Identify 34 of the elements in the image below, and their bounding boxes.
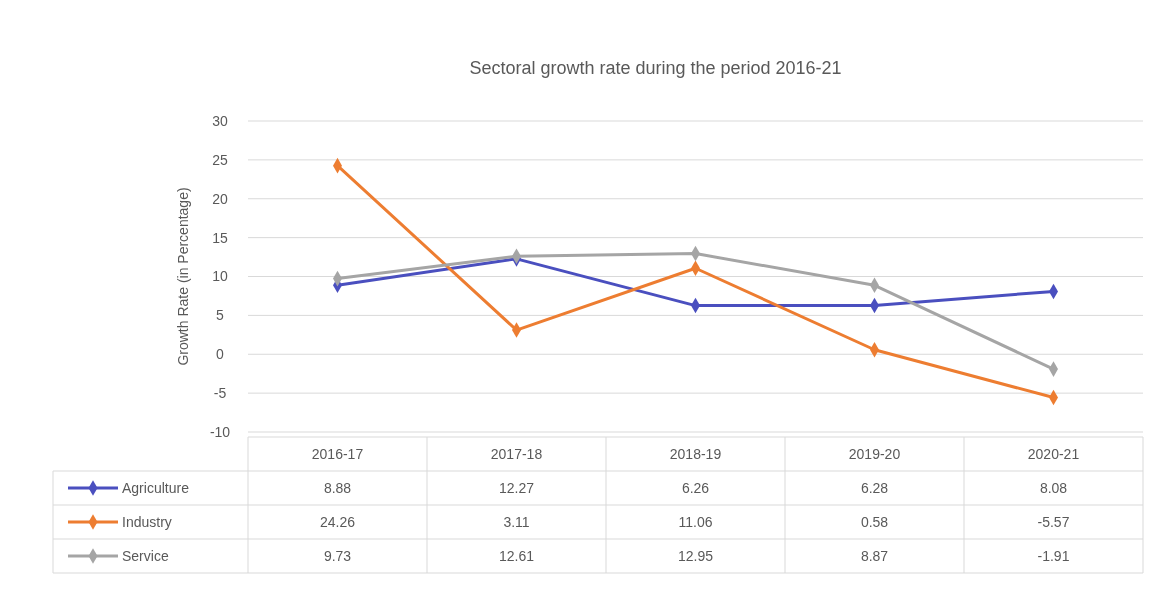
data-label: 3.11: [503, 513, 530, 530]
data-label: 8.08: [1039, 479, 1068, 496]
data-label: 6.28: [860, 479, 889, 496]
data-label: 8.88: [323, 479, 352, 496]
data-label: -1.91: [1037, 547, 1070, 564]
chart-title: Sectoral growth rate during the period 2016-21: [469, 58, 842, 78]
legend-label: Agriculture: [122, 479, 190, 496]
y-tick-label: 5: [216, 307, 225, 324]
y-axis-title: Growth Rate (in Percentage): [175, 187, 191, 366]
x-tick-label: 2017-18: [490, 445, 543, 462]
legend-label: Service: [122, 547, 169, 564]
data-label: 8.87: [860, 547, 889, 564]
x-tick-label: 2016-17: [311, 445, 364, 462]
data-label: 6.26: [681, 479, 710, 496]
y-tick-label: 0: [216, 346, 225, 363]
data-label: 12.95: [677, 547, 714, 564]
legend-label: Industry: [122, 513, 172, 530]
x-tick-label: 2020-21: [1027, 445, 1080, 462]
data-label: 24.26: [319, 513, 356, 530]
data-label: 0.58: [860, 513, 889, 530]
data-label: 12.61: [498, 547, 535, 564]
y-tick-label: 25: [212, 151, 228, 168]
y-tick-label: 10: [212, 268, 228, 285]
data-label: -5.57: [1037, 513, 1070, 530]
x-tick-label: 2019-20: [848, 445, 901, 462]
data-label: 11.06: [678, 513, 713, 530]
y-tick-label: 15: [212, 229, 228, 246]
x-tick-label: 2018-19: [669, 445, 722, 462]
y-tick-label: -5: [213, 385, 227, 402]
y-tick-label: 30: [212, 112, 228, 129]
y-tick-label: 20: [212, 190, 228, 207]
y-tick-label: -10: [209, 423, 231, 440]
data-label: 12.27: [498, 479, 535, 496]
data-label: 9.73: [323, 547, 352, 564]
